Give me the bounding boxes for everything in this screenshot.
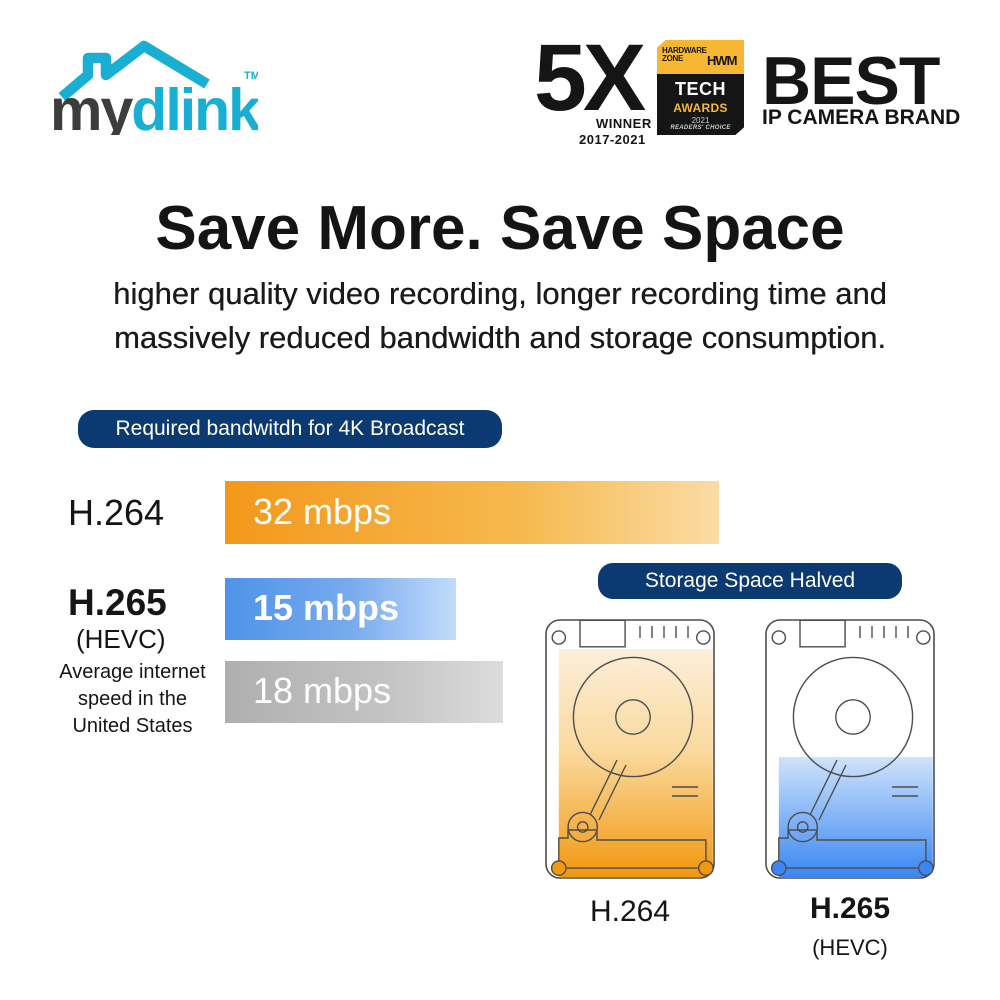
- svg-text:mydlink: mydlink: [50, 77, 258, 135]
- svg-text:TM: TM: [244, 70, 258, 82]
